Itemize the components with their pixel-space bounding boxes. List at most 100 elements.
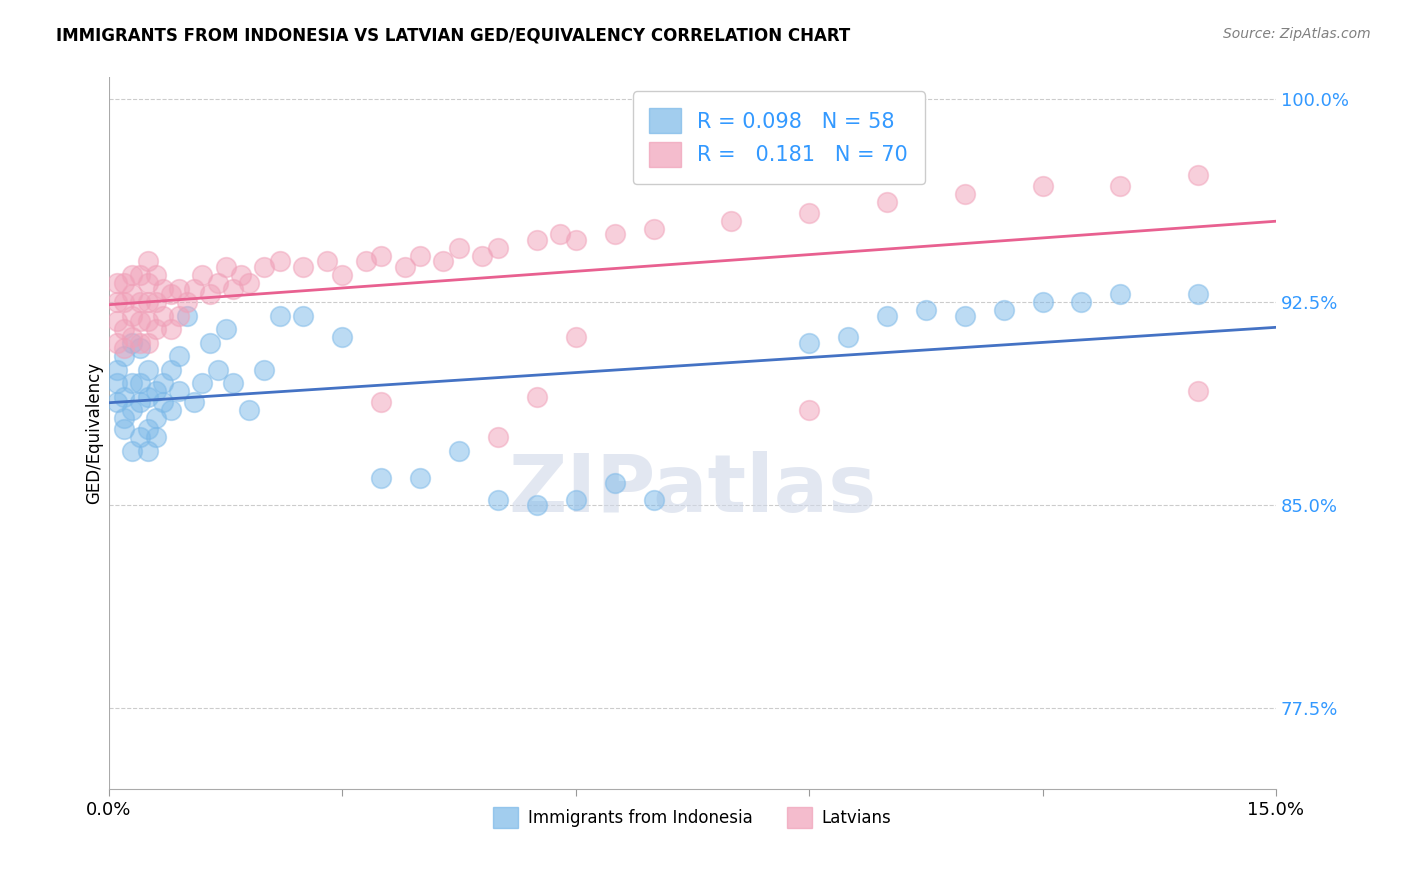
Latvians bbox=[370, 395, 392, 409]
Latvians bbox=[394, 260, 416, 274]
Immigrants from Indonesia bbox=[112, 349, 135, 363]
Latvians bbox=[269, 254, 291, 268]
Latvians bbox=[526, 390, 548, 404]
Latvians bbox=[526, 233, 548, 247]
Immigrants from Indonesia bbox=[129, 430, 152, 444]
Latvians bbox=[136, 276, 159, 290]
Latvians bbox=[253, 260, 276, 274]
Immigrants from Indonesia bbox=[160, 403, 183, 417]
Latvians bbox=[121, 287, 143, 301]
Latvians bbox=[238, 276, 260, 290]
Latvians bbox=[198, 287, 221, 301]
Latvians bbox=[207, 276, 229, 290]
Immigrants from Indonesia bbox=[152, 395, 174, 409]
Immigrants from Indonesia bbox=[105, 362, 128, 376]
Immigrants from Indonesia bbox=[129, 376, 152, 391]
Latvians bbox=[330, 268, 353, 282]
Immigrants from Indonesia bbox=[121, 376, 143, 391]
Latvians bbox=[121, 268, 143, 282]
Latvians bbox=[471, 249, 494, 263]
Latvians bbox=[136, 295, 159, 310]
Immigrants from Indonesia bbox=[136, 362, 159, 376]
Immigrants from Indonesia bbox=[112, 411, 135, 425]
Immigrants from Indonesia bbox=[160, 362, 183, 376]
Legend: Immigrants from Indonesia, Latvians: Immigrants from Indonesia, Latvians bbox=[486, 801, 898, 834]
Immigrants from Indonesia bbox=[953, 309, 976, 323]
Latvians bbox=[447, 241, 470, 255]
Latvians bbox=[167, 281, 190, 295]
Latvians bbox=[160, 322, 183, 336]
Latvians bbox=[145, 322, 167, 336]
Latvians bbox=[136, 314, 159, 328]
Latvians bbox=[191, 268, 214, 282]
Latvians bbox=[105, 314, 128, 328]
Immigrants from Indonesia bbox=[797, 335, 820, 350]
Latvians bbox=[797, 403, 820, 417]
Immigrants from Indonesia bbox=[121, 335, 143, 350]
Latvians bbox=[876, 194, 898, 209]
Latvians bbox=[105, 335, 128, 350]
Immigrants from Indonesia bbox=[105, 376, 128, 391]
Immigrants from Indonesia bbox=[370, 471, 392, 485]
Latvians bbox=[129, 268, 152, 282]
Latvians bbox=[105, 276, 128, 290]
Latvians bbox=[136, 254, 159, 268]
Immigrants from Indonesia bbox=[1187, 287, 1209, 301]
Latvians bbox=[183, 281, 205, 295]
Immigrants from Indonesia bbox=[136, 444, 159, 458]
Immigrants from Indonesia bbox=[207, 362, 229, 376]
Immigrants from Indonesia bbox=[222, 376, 245, 391]
Immigrants from Indonesia bbox=[191, 376, 214, 391]
Immigrants from Indonesia bbox=[409, 471, 432, 485]
Immigrants from Indonesia bbox=[136, 390, 159, 404]
Text: Source: ZipAtlas.com: Source: ZipAtlas.com bbox=[1223, 27, 1371, 41]
Immigrants from Indonesia bbox=[112, 422, 135, 436]
Immigrants from Indonesia bbox=[176, 309, 198, 323]
Immigrants from Indonesia bbox=[1031, 295, 1053, 310]
Text: ZIPatlas: ZIPatlas bbox=[509, 451, 876, 529]
Immigrants from Indonesia bbox=[1109, 287, 1132, 301]
Immigrants from Indonesia bbox=[837, 330, 859, 344]
Immigrants from Indonesia bbox=[486, 492, 509, 507]
Immigrants from Indonesia bbox=[564, 492, 586, 507]
Latvians bbox=[1187, 384, 1209, 399]
Latvians bbox=[720, 214, 742, 228]
Immigrants from Indonesia bbox=[167, 349, 190, 363]
Latvians bbox=[1187, 168, 1209, 182]
Latvians bbox=[409, 249, 432, 263]
Latvians bbox=[112, 322, 135, 336]
Immigrants from Indonesia bbox=[603, 476, 626, 491]
Immigrants from Indonesia bbox=[129, 395, 152, 409]
Latvians bbox=[643, 222, 665, 236]
Latvians bbox=[121, 330, 143, 344]
Latvians bbox=[486, 241, 509, 255]
Latvians bbox=[603, 227, 626, 242]
Immigrants from Indonesia bbox=[145, 430, 167, 444]
Immigrants from Indonesia bbox=[198, 335, 221, 350]
Immigrants from Indonesia bbox=[876, 309, 898, 323]
Immigrants from Indonesia bbox=[1070, 295, 1092, 310]
Latvians bbox=[486, 430, 509, 444]
Latvians bbox=[136, 335, 159, 350]
Latvians bbox=[129, 295, 152, 310]
Latvians bbox=[105, 295, 128, 310]
Latvians bbox=[292, 260, 315, 274]
Immigrants from Indonesia bbox=[112, 390, 135, 404]
Immigrants from Indonesia bbox=[238, 403, 260, 417]
Text: IMMIGRANTS FROM INDONESIA VS LATVIAN GED/EQUIVALENCY CORRELATION CHART: IMMIGRANTS FROM INDONESIA VS LATVIAN GED… bbox=[56, 27, 851, 45]
Latvians bbox=[315, 254, 337, 268]
Latvians bbox=[1031, 178, 1053, 193]
Immigrants from Indonesia bbox=[145, 384, 167, 399]
Latvians bbox=[214, 260, 236, 274]
Latvians bbox=[370, 249, 392, 263]
Latvians bbox=[548, 227, 571, 242]
Latvians bbox=[152, 309, 174, 323]
Immigrants from Indonesia bbox=[269, 309, 291, 323]
Latvians bbox=[112, 276, 135, 290]
Latvians bbox=[160, 287, 183, 301]
Latvians bbox=[564, 233, 586, 247]
Immigrants from Indonesia bbox=[105, 395, 128, 409]
Latvians bbox=[167, 309, 190, 323]
Latvians bbox=[354, 254, 377, 268]
Latvians bbox=[222, 281, 245, 295]
